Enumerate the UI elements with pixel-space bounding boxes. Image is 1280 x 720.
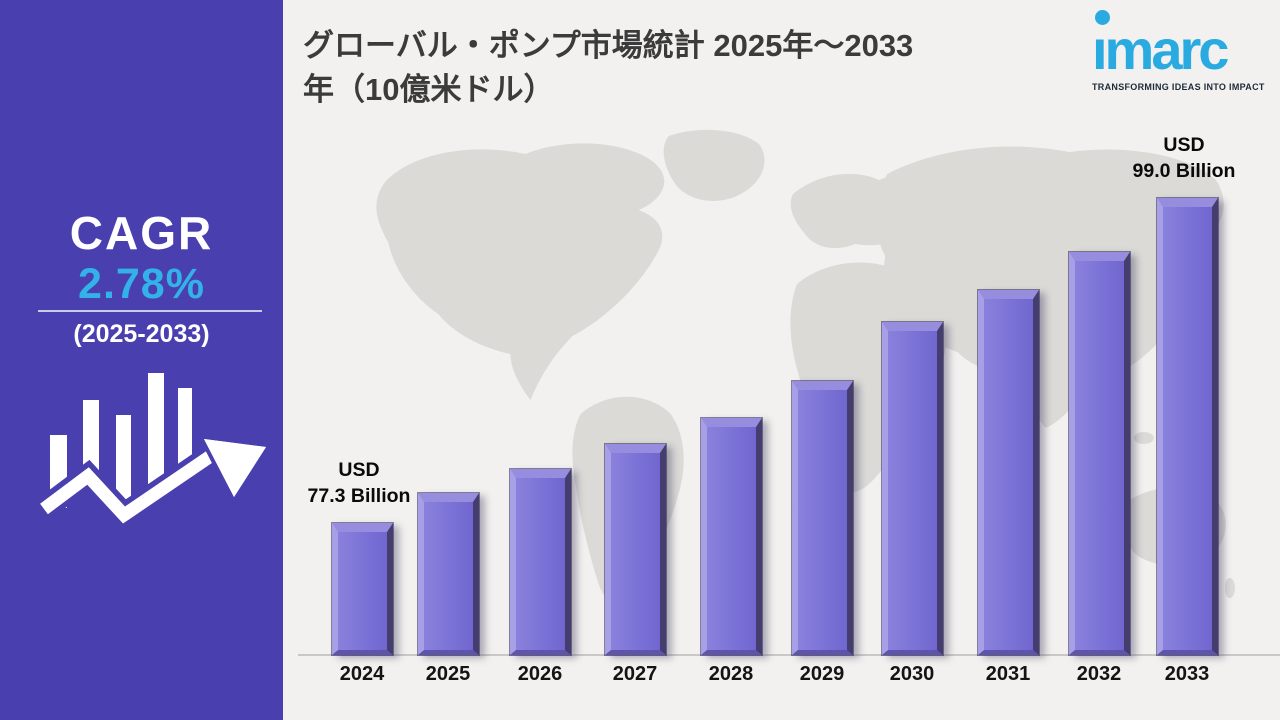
x-label-2031: 2031: [985, 663, 1031, 685]
map-new-zealand: [1224, 578, 1235, 598]
bar-2032: [1068, 252, 1130, 655]
value-label-2024: USD 77.3 Billion: [307, 459, 411, 507]
bar-2029: [791, 381, 853, 655]
x-label-2024: 2024: [339, 663, 385, 685]
imarc-logo-dot-icon: [1095, 10, 1110, 25]
cagr-divider: [38, 310, 262, 312]
cagr-sidebar: CAGR 2.78% (2025-2033): [0, 0, 283, 720]
bar-2033: [1156, 198, 1218, 655]
imarc-logo: ımarc TRANSFORMING IDEAS INTO IMPACT: [1092, 6, 1272, 92]
bar-2026: [509, 469, 571, 655]
bar-2025: [417, 493, 479, 655]
cagr-period: (2025-2033): [73, 320, 210, 348]
bar-2031: [977, 290, 1039, 655]
imarc-logo-tagline: TRANSFORMING IDEAS INTO IMPACT: [1092, 82, 1265, 92]
x-label-2026: 2026: [517, 663, 563, 685]
map-asia: [877, 146, 1224, 429]
cagr-label: CAGR: [69, 207, 214, 259]
bar-2027: [604, 444, 666, 655]
cagr-value: 2.78%: [78, 260, 205, 308]
map-greenland: [663, 129, 765, 201]
chart-title-line-2: 年（10億米ドル）: [303, 72, 555, 107]
chart-title-line-1: グローバル・ポンプ市場統計 2025年～2033: [303, 28, 914, 63]
map-island: [1133, 432, 1154, 444]
bar-2028: [700, 418, 762, 655]
imarc-logo-wordmark: ımarc: [1092, 18, 1229, 81]
x-label-2028: 2028: [708, 663, 754, 685]
bar-2024: [331, 523, 393, 655]
x-label-2033: 2033: [1164, 663, 1210, 685]
map-north-america: [376, 143, 665, 400]
value-label-2033: USD 99.0 Billion: [1132, 134, 1236, 182]
chart-title: グローバル・ポンプ市場統計 2025年～2033 年（10億米ドル）: [303, 24, 1073, 112]
x-label-2025: 2025: [425, 663, 471, 685]
x-label-2029: 2029: [799, 663, 845, 685]
x-label-2030: 2030: [889, 663, 935, 685]
x-axis-line: [298, 654, 1280, 656]
bar-2030: [881, 322, 943, 655]
growth-trend-icon: [40, 373, 270, 531]
x-label-2027: 2027: [612, 663, 658, 685]
world-map-background: [376, 129, 1235, 601]
x-label-2032: 2032: [1076, 663, 1122, 685]
